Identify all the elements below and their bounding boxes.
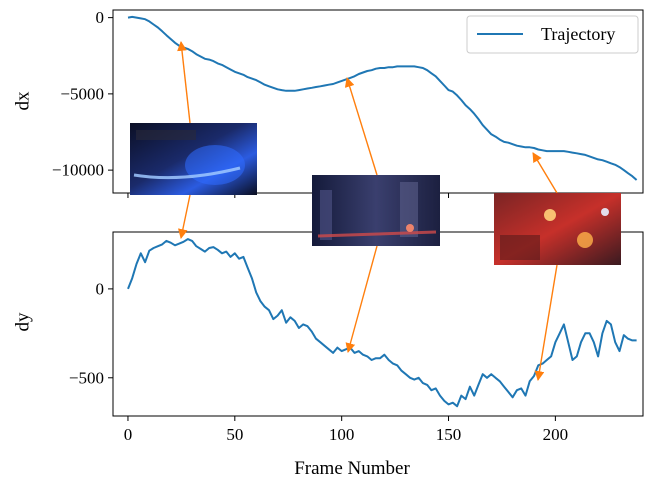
annotation-arrows bbox=[177, 41, 558, 381]
frame-thumbnail-3 bbox=[494, 193, 621, 265]
x-tick-label: 150 bbox=[436, 425, 462, 444]
dy-y-tick-label: −500 bbox=[69, 368, 104, 387]
dx-y-tick-label: −5000 bbox=[60, 84, 104, 103]
dy-y-ticks: 0 −500 bbox=[69, 279, 113, 387]
dy-y-tick-label: 0 bbox=[96, 279, 105, 298]
dx-y-ticks: 0 −5000 −10000 bbox=[52, 8, 113, 180]
legend-label: Trajectory bbox=[541, 24, 615, 44]
arrow-frame1-dx bbox=[177, 41, 191, 124]
frame-thumbnail-1 bbox=[130, 123, 257, 195]
legend-box bbox=[466, 15, 639, 54]
dy-series-line bbox=[127, 238, 637, 408]
dx-y-axis-label: dx bbox=[12, 91, 33, 111]
x-tick-label: 200 bbox=[543, 425, 569, 444]
x-tick-label: 50 bbox=[226, 425, 243, 444]
dx-plot: 0 −5000 −10000 dx Trajectory bbox=[12, 8, 644, 194]
frame-thumbnail-2 bbox=[312, 175, 440, 246]
legend: Trajectory bbox=[466, 15, 639, 54]
dx-series-line bbox=[127, 15, 638, 181]
arrow-frame1-dy bbox=[178, 194, 191, 239]
x-tick-label: 100 bbox=[329, 425, 355, 444]
arrow-frame3-dy bbox=[534, 264, 558, 381]
dy-y-axis-label: dy bbox=[12, 312, 33, 332]
arrow-frame2-dx bbox=[344, 77, 378, 176]
arrow-frame2-dy bbox=[345, 245, 378, 353]
x-tick-label: 0 bbox=[124, 425, 133, 444]
dx-y-tick-label: −10000 bbox=[52, 161, 104, 180]
x-ticks: 0 50 100 150 200 bbox=[124, 193, 568, 444]
x-axis-label: Frame Number bbox=[294, 458, 410, 479]
dx-y-tick-label: 0 bbox=[96, 8, 105, 27]
arrow-frame3-dx bbox=[532, 152, 558, 194]
